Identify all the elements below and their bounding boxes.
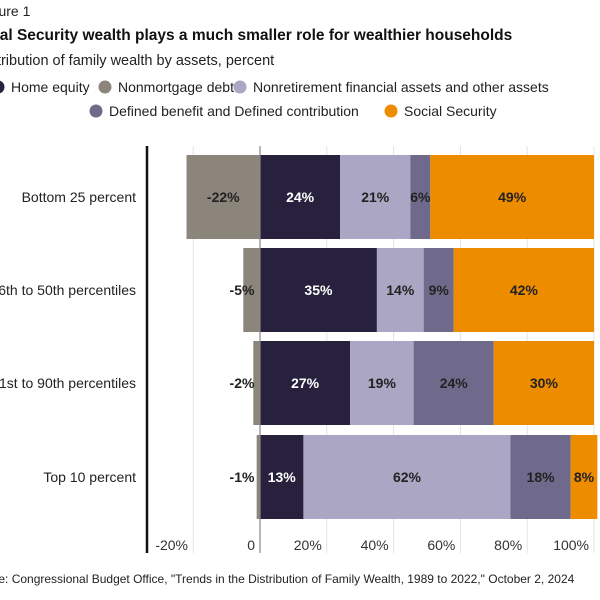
data-label: 49% bbox=[498, 189, 527, 205]
bar-segment-4 bbox=[430, 155, 594, 239]
chart-title: Social Security wealth plays a much smal… bbox=[0, 27, 512, 44]
legend: Home equity Nonmortgage debt Nonretirement… bbox=[0, 79, 549, 119]
x-tick-label: 20% bbox=[294, 537, 322, 553]
legend-label-3: Defined benefit and Defined contribution bbox=[109, 103, 359, 119]
legend-label-2: Nonretirement financial assets and other… bbox=[253, 79, 549, 95]
data-label: 9% bbox=[429, 282, 450, 298]
category-label: Bottom 25 percent bbox=[22, 189, 137, 205]
bar-segment-nonmortgage-debt bbox=[186, 155, 260, 239]
x-tick-label: -20% bbox=[155, 537, 188, 553]
bar-segment-2 bbox=[340, 155, 411, 239]
bar-segment-0 bbox=[260, 248, 377, 332]
bar-segment-3 bbox=[410, 155, 431, 239]
data-label: 6% bbox=[410, 189, 431, 205]
bar-segment-nonmortgage-debt bbox=[243, 248, 260, 332]
legend-marker-2 bbox=[233, 80, 247, 94]
data-label: 35% bbox=[304, 282, 333, 298]
x-tick-label: 0 bbox=[247, 537, 255, 553]
category-label: 51st to 90th percentiles bbox=[0, 375, 136, 391]
bar-segment-0 bbox=[260, 155, 341, 239]
bar-segment-2 bbox=[376, 248, 424, 332]
x-tick-label: 60% bbox=[427, 537, 455, 553]
bar-segment-3 bbox=[510, 435, 571, 519]
bar-segment-4 bbox=[453, 248, 594, 332]
data-label: -2% bbox=[230, 375, 255, 391]
category-labels: Bottom 25 percent 26th to 50th percentile… bbox=[0, 189, 136, 485]
legend-label-0: Home equity bbox=[11, 79, 90, 95]
bar-segment-nonmortgage-debt bbox=[256, 435, 260, 519]
data-label: 62% bbox=[393, 469, 422, 485]
data-label: 14% bbox=[386, 282, 415, 298]
source-note: Source: Congressional Budget Office, "Tr… bbox=[0, 572, 575, 586]
chart-subtitle: Distribution of family wealth by assets,… bbox=[0, 53, 274, 69]
x-tick-label: 80% bbox=[494, 537, 522, 553]
data-label: 19% bbox=[368, 375, 397, 391]
data-label: 42% bbox=[510, 282, 539, 298]
bar-segment-2 bbox=[350, 341, 414, 425]
data-label: -22% bbox=[207, 189, 240, 205]
legend-marker-0 bbox=[0, 80, 5, 94]
legend-marker-3 bbox=[89, 104, 103, 118]
legend-label-4: Social Security bbox=[404, 103, 497, 119]
category-label: Top 10 percent bbox=[43, 469, 136, 485]
data-label: 27% bbox=[291, 375, 320, 391]
bars: -22% 24% 21% 6% 49% -5% 35% 14% 9% 42% -2% 27% 19% 24… bbox=[186, 155, 598, 519]
bar-segment-nonmortgage-debt bbox=[253, 341, 260, 425]
data-label: 18% bbox=[527, 469, 556, 485]
category-label: 26th to 50th percentiles bbox=[0, 282, 136, 298]
bar-segment-0 bbox=[260, 435, 304, 519]
data-label: 24% bbox=[286, 189, 315, 205]
bar-segment-2 bbox=[303, 435, 511, 519]
bar-segment-3 bbox=[423, 248, 454, 332]
data-label: 30% bbox=[530, 375, 559, 391]
bar-segment-4 bbox=[570, 435, 598, 519]
legend-label-1: Nonmortgage debt bbox=[118, 79, 234, 95]
legend-marker-1 bbox=[98, 80, 112, 94]
data-label: 24% bbox=[440, 375, 469, 391]
x-tick-label: 100% bbox=[553, 537, 589, 553]
data-label: -1% bbox=[230, 469, 255, 485]
bar-segment-4 bbox=[493, 341, 594, 425]
x-tick-label: 40% bbox=[361, 537, 389, 553]
figure-label: Figure 1 bbox=[0, 3, 31, 19]
legend-marker-4 bbox=[384, 104, 398, 118]
data-label: 8% bbox=[574, 469, 595, 485]
data-label: 21% bbox=[361, 189, 390, 205]
x-tick-labels: -20% 0 20% 40% 60% 80% 100% bbox=[155, 537, 589, 553]
data-label: -5% bbox=[230, 282, 255, 298]
bar-segment-3 bbox=[413, 341, 494, 425]
data-label: 13% bbox=[268, 469, 297, 485]
bar-segment-0 bbox=[260, 341, 351, 425]
